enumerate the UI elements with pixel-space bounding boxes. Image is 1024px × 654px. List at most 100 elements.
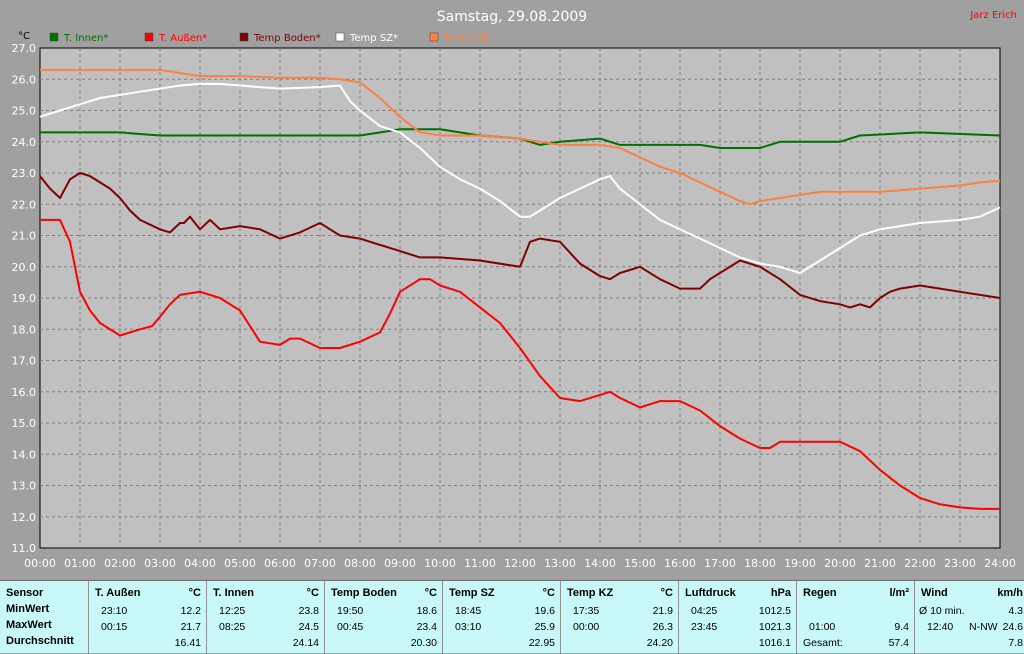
avg-value: 1016.1: [758, 637, 791, 649]
min-time: 19:50: [337, 605, 364, 617]
legend-label: T. Innen*: [63, 33, 108, 44]
x-tick-label: 24:00: [984, 557, 1016, 570]
max-value: 25.9: [534, 621, 555, 633]
x-tick-label: 01:00: [64, 557, 96, 570]
x-tick-label: 05:00: [224, 557, 256, 570]
row-label-min: MinWert: [6, 603, 50, 615]
series-line: [40, 128, 1001, 149]
min-time: Ø 10 min.: [919, 605, 965, 617]
column-unit: l/m²: [889, 587, 909, 599]
min-value: 4.3: [1008, 605, 1023, 617]
y-tick-label: 12.0: [12, 511, 37, 524]
max-value: 1021.3: [758, 621, 791, 633]
min-value: 18.6: [416, 605, 437, 617]
max-value: 24.5: [298, 621, 319, 633]
series-line: [39, 172, 1001, 309]
x-tick-label: 07:00: [304, 557, 336, 570]
max-time: 03:10: [455, 621, 482, 633]
avg-value: 20.30: [410, 637, 437, 649]
x-tick-label: 08:00: [344, 557, 376, 570]
x-tick-label: 00:00: [24, 557, 56, 570]
column-title: Luftdruck: [685, 587, 736, 599]
min-value: 1012.5: [758, 605, 791, 617]
y-tick-label: 14.0: [12, 448, 37, 461]
max-time: 12:40: [927, 621, 954, 633]
y-tick-label: 18.0: [12, 323, 37, 336]
legend-swatch: [429, 32, 439, 42]
stats-column-luftdruck: Luftdruck hPa 04:25 1012.5 23:45 1021.3 …: [678, 581, 797, 654]
x-tick-label: 22:00: [904, 557, 936, 570]
x-tick-label: 13:00: [544, 557, 576, 570]
stats-column-innen: T. Innen °C 12:25 23.8 08:25 24.5 24.14: [206, 581, 325, 654]
x-tick-label: 11:00: [464, 557, 496, 570]
max-value: 23.4: [416, 621, 437, 633]
y-tick-label: 16.0: [12, 386, 37, 399]
x-tick-label: 09:00: [384, 557, 416, 570]
max-value: 26.3: [652, 621, 673, 633]
series-lines: [39, 68, 1001, 510]
x-axis: 00:00 01:00 02:00 03:00 04:00 05:00 06:00 07:00…: [24, 557, 1016, 570]
column-unit: °C: [424, 587, 437, 599]
x-tick-label: 02:00: [104, 557, 136, 570]
max-time: 01:00: [809, 621, 836, 633]
column-unit: hPa: [770, 587, 791, 599]
stats-column-regen: Regen l/m² 01:00 9.4 Gesamt: 57.4: [796, 581, 915, 654]
y-tick-label: 24.0: [12, 136, 37, 149]
min-value: 23.8: [298, 605, 319, 617]
stats-column-boden: Temp Boden °C 19:50 18.6 00:45 23.4 20.3…: [324, 581, 443, 654]
column-unit: km/h: [997, 587, 1023, 599]
y-tick-label: 25.0: [12, 105, 37, 118]
series-line: [40, 218, 1000, 510]
avg-value: 7.8: [1008, 637, 1023, 649]
column-unit: °C: [542, 587, 555, 599]
min-time: 17:35: [573, 605, 600, 617]
column-title: Wind: [921, 587, 948, 599]
min-time: 18:45: [455, 605, 482, 617]
max-direction: N-NW: [969, 621, 998, 633]
x-tick-label: 19:00: [784, 557, 816, 570]
avg-value: 24.14: [292, 637, 319, 649]
max-time: 00:00: [573, 621, 600, 633]
x-tick-label: 17:00: [704, 557, 736, 570]
column-title: Temp KZ: [567, 587, 614, 599]
x-tick-label: 23:00: [944, 557, 976, 570]
min-time: 23:10: [101, 605, 128, 617]
statistics-table: Sensor MinWert MaxWert Durchschnitt T. A…: [0, 580, 1024, 654]
avg-value: 16.41: [174, 637, 201, 649]
stats-column-kz: Temp KZ °C 17:35 21.9 00:00 26.3 24.20: [560, 581, 679, 654]
column-title: Regen: [803, 587, 837, 599]
max-time: 08:25: [219, 621, 246, 633]
x-tick-label: 18:00: [744, 557, 776, 570]
avg-value: 22.95: [528, 637, 555, 649]
legend-label: Temp SZ*: [349, 33, 398, 44]
column-title: Temp SZ: [449, 587, 495, 599]
y-tick-label: 22.0: [12, 198, 37, 211]
max-value: 9.4: [894, 621, 909, 633]
min-time: 04:25: [691, 605, 718, 617]
x-tick-label: 10:00: [424, 557, 456, 570]
y-tick-label: 17.0: [12, 355, 37, 368]
grid: [40, 48, 1000, 548]
y-tick-label: 19.0: [12, 292, 37, 305]
chart-title: Samstag, 29.08.2009: [437, 9, 587, 25]
y-tick-label: 21.0: [12, 230, 37, 243]
row-label-avg: Durchschnitt: [6, 635, 74, 647]
column-unit: °C: [660, 587, 673, 599]
avg-value: 24.20: [646, 637, 673, 649]
x-tick-label: 04:00: [184, 557, 216, 570]
total-label: Gesamt:: [803, 637, 843, 649]
max-time: 00:15: [101, 621, 128, 633]
column-unit: °C: [306, 587, 319, 599]
legend-label: T. Außen*: [158, 33, 207, 44]
y-axis: 11.0 12.0 13.0 14.0 15.0 16.0 17.0 18.0 19.0 20.0…: [12, 42, 37, 555]
legend: T. Innen* T. Außen* Temp Boden* Temp SZ* Tem…: [49, 32, 492, 44]
max-value: 21.7: [180, 621, 201, 633]
row-label-sensor: Sensor: [6, 587, 44, 599]
y-tick-label: 11.0: [12, 542, 37, 555]
legend-label: Temp Boden*: [253, 33, 321, 44]
chart: Samstag, 29.08.2009 Jarz Erich °C T. Inn…: [12, 9, 1018, 570]
series-line: [40, 68, 1001, 206]
column-unit: °C: [188, 587, 201, 599]
column-title: Temp Boden: [331, 587, 397, 599]
legend-swatch: [49, 32, 59, 42]
